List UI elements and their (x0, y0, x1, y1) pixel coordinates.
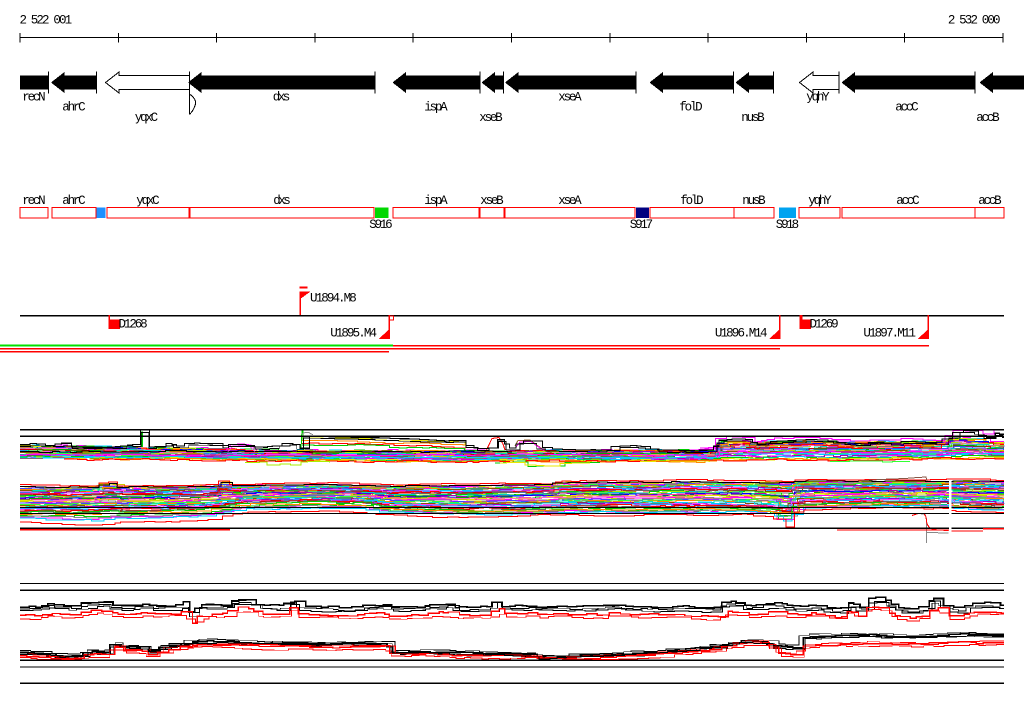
svg-text:U1897.M11: U1897.M11 (863, 327, 916, 341)
svg-text:nusB: nusB (741, 111, 765, 125)
svg-text:ispA: ispA (424, 101, 448, 115)
svg-text:folD: folD (680, 194, 703, 208)
svg-text:ispA: ispA (424, 194, 448, 208)
svg-text:yqhY: yqhY (808, 194, 832, 208)
svg-text:U1895.M4: U1895.M4 (330, 327, 377, 341)
svg-text:dxs: dxs (273, 91, 291, 105)
svg-text:folD: folD (679, 101, 702, 115)
svg-text:2 532 000: 2 532 000 (948, 14, 1001, 28)
svg-text:D1269: D1269 (810, 318, 839, 332)
svg-text:D1268: D1268 (119, 318, 148, 332)
svg-text:xseB: xseB (479, 111, 503, 125)
svg-text:yqhY: yqhY (806, 91, 830, 105)
svg-text:U1894.M8: U1894.M8 (310, 292, 357, 306)
svg-text:ahrC: ahrC (62, 101, 85, 115)
svg-text:nusB: nusB (742, 194, 766, 208)
svg-text:yqxC: yqxC (135, 111, 158, 125)
svg-text:accB: accB (976, 111, 1000, 125)
svg-text:S918: S918 (776, 218, 799, 232)
svg-text:recN: recN (22, 194, 45, 208)
svg-text:dxs: dxs (273, 194, 291, 208)
svg-text:2 522 001: 2 522 001 (20, 14, 73, 28)
svg-text:yqxC: yqxC (136, 194, 159, 208)
svg-text:accC: accC (896, 194, 919, 208)
svg-text:recN: recN (22, 91, 45, 105)
svg-text:S917: S917 (630, 218, 653, 232)
svg-text:xseB: xseB (480, 194, 504, 208)
svg-text:accC: accC (895, 101, 918, 115)
svg-text:xseA: xseA (558, 194, 582, 208)
svg-text:S916: S916 (369, 218, 392, 232)
svg-text:ahrC: ahrC (62, 194, 85, 208)
svg-text:accB: accB (978, 194, 1002, 208)
svg-text:U1896.M14: U1896.M14 (715, 327, 768, 341)
svg-text:xseA: xseA (558, 91, 582, 105)
